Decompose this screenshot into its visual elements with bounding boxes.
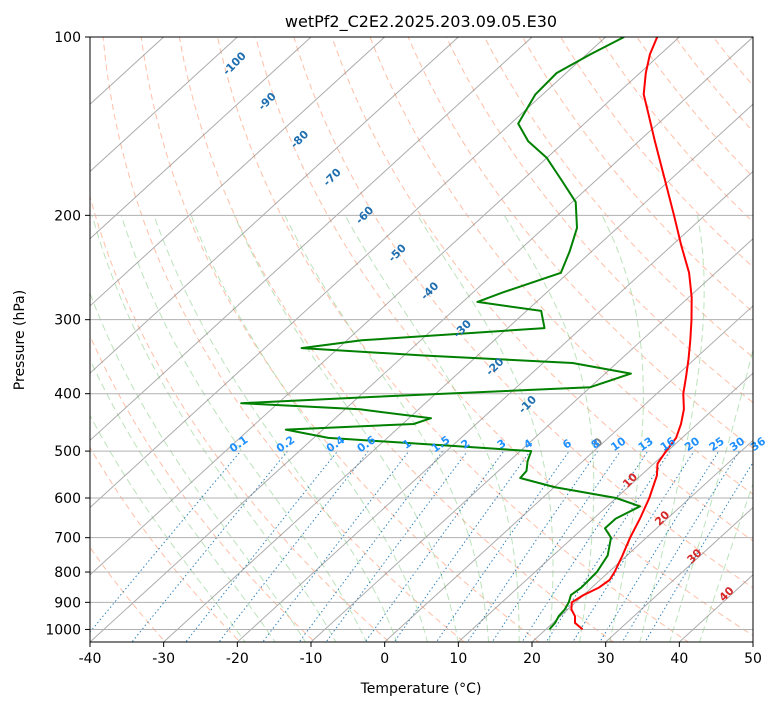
temperature-profile-line xyxy=(570,37,693,631)
isotherm xyxy=(310,238,753,642)
y-tick-label: 300 xyxy=(54,313,81,329)
profile-lines xyxy=(240,37,693,631)
dry-adiabat xyxy=(216,37,690,642)
x-tick-label: -20 xyxy=(226,651,249,667)
isotherm xyxy=(90,37,460,374)
moist-adiabat xyxy=(669,347,753,642)
moist-adiabat xyxy=(601,215,644,642)
x-tick-label: -30 xyxy=(152,651,175,667)
isotherm xyxy=(383,305,753,642)
x-tick-label: 0 xyxy=(380,651,389,667)
moist-adiabat xyxy=(120,215,367,642)
dry-adiabat xyxy=(102,37,465,642)
x-tick-label: 40 xyxy=(670,651,688,667)
y-tick-label: 700 xyxy=(54,531,81,547)
dry-adiabat xyxy=(293,37,753,589)
isotherm xyxy=(162,103,753,642)
isotherm xyxy=(457,372,753,642)
y-tick-label: 800 xyxy=(54,565,81,581)
x-tick-label: 10 xyxy=(449,651,467,667)
x-tick-label: 30 xyxy=(597,651,615,667)
moist-adiabat xyxy=(344,215,520,642)
moist-adiabat xyxy=(90,414,246,642)
axes: -40 -30 -20 -10 0 10 20 30 40 50 1000 900 800 700 600 5… xyxy=(45,30,762,667)
moist-adiabat xyxy=(233,215,459,642)
y-tick-label: 400 xyxy=(54,387,81,403)
y-axis-title: Pressure (hPa) xyxy=(12,290,28,390)
x-tick-label: -40 xyxy=(79,651,102,667)
x-tick-label: 50 xyxy=(744,651,762,667)
y-tick-label: 200 xyxy=(54,208,81,224)
y-tick-label: 1000 xyxy=(45,622,81,638)
dry-adiabat xyxy=(140,37,540,642)
dry-adiabat xyxy=(255,37,753,637)
y-tick-label: 500 xyxy=(54,444,81,460)
dry-adiabat xyxy=(90,446,241,642)
isotherm xyxy=(90,37,239,173)
isotherm xyxy=(90,37,386,307)
moist-adiabat xyxy=(90,291,307,642)
dry-adiabat xyxy=(90,334,316,642)
y-tick-label: 600 xyxy=(54,491,81,507)
isotherm xyxy=(90,37,681,576)
isotherm xyxy=(90,37,533,442)
dry-adiabat xyxy=(407,37,753,449)
x-tick-label: -10 xyxy=(300,651,323,667)
moist-adiabat xyxy=(91,215,337,642)
dry-adiabat xyxy=(445,37,753,404)
moist-adiabat xyxy=(153,215,398,642)
isotherm xyxy=(531,439,753,642)
dry-adiabat xyxy=(331,37,753,542)
y-tick-label: 100 xyxy=(54,30,81,46)
isotherm xyxy=(90,37,607,509)
chart-title: wetPf2_C2E2.2025.203.09.05.E30 xyxy=(285,12,557,32)
x-axis-title: Temperature (°C) xyxy=(360,681,482,697)
isotherm xyxy=(604,506,753,642)
dry-adiabat xyxy=(90,194,391,642)
isotherm xyxy=(90,37,312,240)
y-tick-label: 900 xyxy=(54,595,81,611)
moist-adiabat xyxy=(639,215,705,642)
plot-frame xyxy=(89,36,754,643)
x-tick-label: 20 xyxy=(523,651,541,667)
isotherm xyxy=(236,170,753,642)
dewpoint-profile-line xyxy=(240,37,641,631)
